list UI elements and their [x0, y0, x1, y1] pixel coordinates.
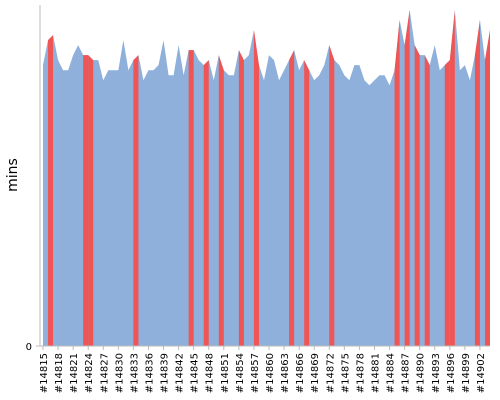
failed-segment [289, 50, 295, 346]
x-tick-label: #14836 [144, 353, 155, 393]
x-tick-label: #14848 [205, 353, 216, 393]
x-tick-label: #14863 [280, 353, 291, 393]
x-tick-label: #14869 [310, 353, 321, 393]
x-tick-label: #14854 [235, 353, 246, 393]
x-tick-label: #14875 [340, 353, 351, 393]
failed-segment [424, 55, 430, 346]
x-tick-label: #14830 [114, 353, 125, 393]
x-tick-label: #14866 [295, 353, 306, 393]
failed-segment [188, 50, 194, 346]
area [43, 10, 490, 346]
failed-segment [414, 45, 420, 346]
x-tick-label: #14887 [401, 353, 412, 393]
x-tick-label: #14821 [69, 353, 80, 393]
y-axis-label: mins [5, 158, 21, 192]
x-tick-label: #14896 [446, 353, 457, 393]
failed-segment [133, 55, 139, 346]
failed-segment [329, 45, 335, 346]
x-tick-label: #14881 [370, 353, 381, 393]
y-tick-label: 0 [26, 342, 32, 353]
x-tick-label: #14878 [355, 353, 366, 393]
x-tick-label: #14815 [39, 353, 50, 393]
x-tick-label: #14845 [190, 353, 201, 393]
failed-segment [394, 20, 400, 346]
failed-segment [48, 35, 54, 347]
x-tick-label: #14884 [386, 353, 397, 393]
failed-segment [218, 55, 224, 346]
x-tick-label: #14872 [325, 353, 336, 393]
x-tick-label: #14824 [84, 353, 95, 393]
failed-segment [404, 10, 410, 346]
x-tick-label: #14851 [220, 353, 231, 393]
failed-segment [253, 30, 259, 347]
x-tick-label: #14860 [265, 353, 276, 393]
x-tick-label: #14899 [461, 353, 472, 393]
failed-segment [83, 55, 89, 346]
x-tick-label: #14890 [416, 353, 427, 393]
x-tick-label: #14818 [54, 353, 65, 393]
x-tick-label: #14827 [99, 353, 110, 393]
x-tick-label: #14839 [160, 353, 171, 393]
x-tick-label: #14893 [431, 353, 442, 393]
failed-segment [484, 30, 490, 347]
failed-segment [304, 60, 310, 346]
failed-segment [88, 55, 94, 346]
x-tick-label: #14902 [476, 353, 487, 393]
failed-segment [203, 60, 209, 346]
x-tick-label: #14857 [250, 353, 261, 393]
failed-segment [238, 50, 244, 346]
x-tick-label: #14833 [129, 353, 140, 393]
failed-segment [474, 20, 480, 346]
failed-segment [444, 60, 450, 346]
failed-segment [449, 10, 455, 346]
x-tick-label: #14842 [175, 353, 186, 393]
